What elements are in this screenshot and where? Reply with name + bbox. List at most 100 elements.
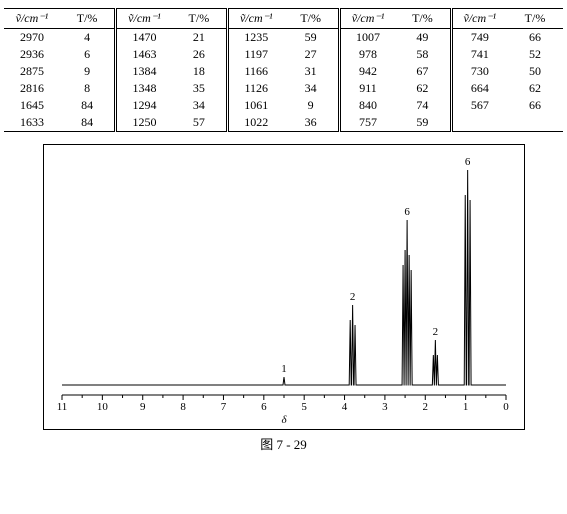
v-label: ṽ/cm⁻¹: [240, 11, 273, 25]
x-tick-label: 10: [96, 401, 108, 413]
cell-t: 36: [283, 114, 339, 132]
cell-v: 1645: [4, 97, 60, 114]
v-label: ṽ/cm⁻¹: [352, 11, 385, 25]
cell-v: 2970: [4, 29, 60, 47]
cell-t: 52: [507, 46, 563, 63]
peak-label: 6: [404, 206, 410, 218]
col-header-v: ṽ/cm⁻¹: [116, 9, 172, 29]
t-label: T/%: [412, 11, 433, 25]
peak-label: 1: [281, 363, 287, 375]
col-header-t: T/%: [60, 9, 116, 29]
cell-t: 18: [172, 63, 228, 80]
x-tick-label: 9: [139, 401, 145, 413]
cell-v: 1061: [228, 97, 284, 114]
peak-label: 2: [432, 326, 438, 338]
cell-v: 2875: [4, 63, 60, 80]
cell-v: 730: [451, 63, 507, 80]
table-row: 293661463261197279785874152: [4, 46, 563, 63]
col-header-t: T/%: [283, 9, 339, 29]
cell-t: 59: [283, 29, 339, 47]
cell-t: 35: [172, 80, 228, 97]
col-header-v: ṽ/cm⁻¹: [451, 9, 507, 29]
x-tick-label: 11: [56, 401, 67, 413]
col-header-t: T/%: [395, 9, 451, 29]
nmr-spectrum-figure: 1262611109876543210δ: [43, 144, 525, 430]
v-label: ṽ/cm⁻¹: [128, 11, 161, 25]
x-tick-label: 8: [180, 401, 186, 413]
table-row: 287591384181166319426773050: [4, 63, 563, 80]
cell-t: 50: [507, 63, 563, 80]
cell-t: 31: [283, 63, 339, 80]
cell-v: 1348: [116, 80, 172, 97]
cell-t: 34: [172, 97, 228, 114]
spectrum-svg: 1262611109876543210δ: [44, 145, 524, 425]
col-header-v: ṽ/cm⁻¹: [4, 9, 60, 29]
cell-v: 664: [451, 80, 507, 97]
cell-v: 741: [451, 46, 507, 63]
cell-v: 1166: [228, 63, 284, 80]
cell-t: 66: [507, 29, 563, 47]
cell-v: 1384: [116, 63, 172, 80]
x-tick-label: 4: [341, 401, 347, 413]
cell-t: 26: [172, 46, 228, 63]
col-header-t: T/%: [172, 9, 228, 29]
x-tick-label: 1: [462, 401, 468, 413]
table-row: 2970414702112355910074974966: [4, 29, 563, 47]
cell-t: 58: [395, 46, 451, 63]
cell-t: 9: [60, 63, 116, 80]
cell-t: 67: [395, 63, 451, 80]
table-row: 16338412505710223675759: [4, 114, 563, 132]
cell-t: 84: [60, 97, 116, 114]
cell-t: 62: [395, 80, 451, 97]
cell-v: 757: [339, 114, 395, 132]
cell-v: 911: [339, 80, 395, 97]
cell-t: 4: [60, 29, 116, 47]
cell-v: 1463: [116, 46, 172, 63]
cell-v: 978: [339, 46, 395, 63]
cell-v: 1470: [116, 29, 172, 47]
ir-data-table: ṽ/cm⁻¹ T/% ṽ/cm⁻¹ T/% ṽ/cm⁻¹ T/% ṽ/cm⁻¹ …: [4, 8, 563, 132]
cell-v: 2816: [4, 80, 60, 97]
cell-t: 8: [60, 80, 116, 97]
figure-caption: 图 7 - 29: [4, 434, 563, 453]
v-label: ṽ/cm⁻¹: [464, 11, 497, 25]
col-header-v: ṽ/cm⁻¹: [228, 9, 284, 29]
cell-v: 1250: [116, 114, 172, 132]
t-label: T/%: [300, 11, 321, 25]
cell-t: 74: [395, 97, 451, 114]
col-header-t: T/%: [507, 9, 563, 29]
cell-v: 749: [451, 29, 507, 47]
cell-t: 34: [283, 80, 339, 97]
x-tick-label: 7: [220, 401, 226, 413]
cell-v: 1022: [228, 114, 284, 132]
cell-v: 942: [339, 63, 395, 80]
v-label: ṽ/cm⁻¹: [16, 11, 49, 25]
col-header-v: ṽ/cm⁻¹: [339, 9, 395, 29]
x-tick-label: 2: [422, 401, 428, 413]
cell-t: 62: [507, 80, 563, 97]
cell-t: 49: [395, 29, 451, 47]
cell-v: 1126: [228, 80, 284, 97]
cell-t: 21: [172, 29, 228, 47]
cell-t: 9: [283, 97, 339, 114]
peak-label: 2: [349, 291, 355, 303]
cell-v: 1197: [228, 46, 284, 63]
cell-v: 1294: [116, 97, 172, 114]
cell-t: [507, 114, 563, 132]
cell-t: 6: [60, 46, 116, 63]
table-header-row: ṽ/cm⁻¹ T/% ṽ/cm⁻¹ T/% ṽ/cm⁻¹ T/% ṽ/cm⁻¹ …: [4, 9, 563, 29]
x-tick-label: 5: [301, 401, 307, 413]
table-row: 281681348351126349116266462: [4, 80, 563, 97]
t-label: T/%: [525, 11, 546, 25]
cell-v: 567: [451, 97, 507, 114]
peak-label: 6: [464, 156, 470, 168]
cell-v: 1007: [339, 29, 395, 47]
cell-t: 59: [395, 114, 451, 132]
table-row: 164584129434106198407456766: [4, 97, 563, 114]
cell-v: 1235: [228, 29, 284, 47]
x-axis-label: δ: [281, 414, 287, 425]
t-label: T/%: [189, 11, 210, 25]
cell-v: 2936: [4, 46, 60, 63]
t-label: T/%: [77, 11, 98, 25]
x-tick-label: 6: [261, 401, 267, 413]
